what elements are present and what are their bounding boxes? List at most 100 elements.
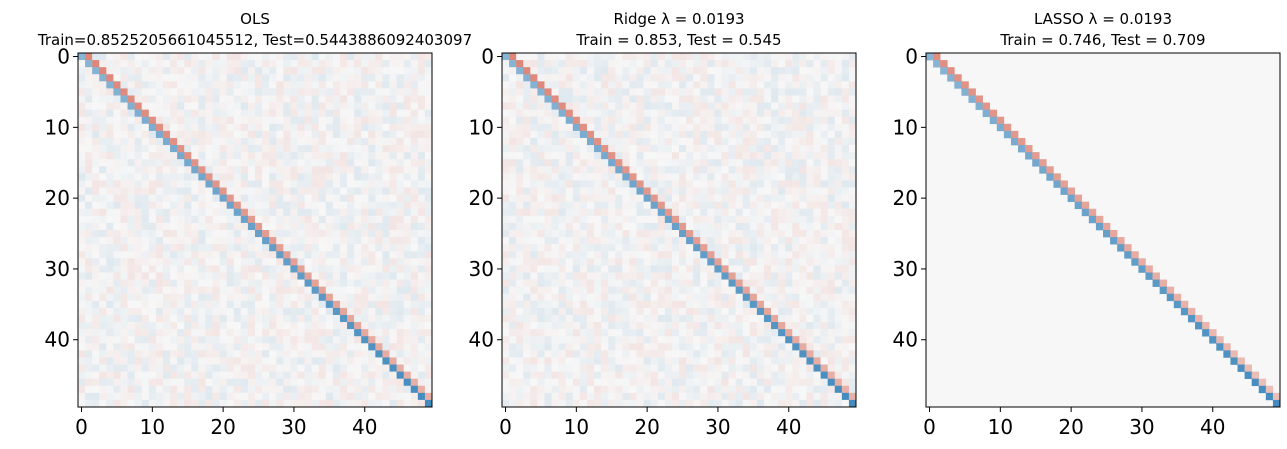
heatmap-cell (742, 307, 751, 316)
heatmap-cell (714, 187, 722, 195)
heatmap-cell (785, 279, 793, 287)
heatmap-cell (99, 166, 107, 174)
heatmap-cell (191, 272, 199, 280)
heatmap-cell (424, 187, 433, 195)
heatmap-cell (664, 137, 673, 146)
heatmap-cell (516, 258, 524, 266)
heatmap-cell (622, 258, 630, 266)
heatmap-cell (827, 123, 836, 132)
heatmap-cell (148, 322, 157, 330)
heatmap-cell (368, 67, 376, 75)
heatmap-cell (806, 194, 814, 202)
heatmap-cell (297, 180, 305, 188)
heatmap-cell (671, 130, 680, 139)
heatmap-cell (219, 343, 227, 351)
heatmap-cell (361, 159, 369, 167)
heatmap-cell (127, 230, 135, 238)
heatmap-cell (134, 74, 143, 82)
heatmap-cell (778, 378, 786, 387)
heatmap-cell (297, 201, 305, 210)
heatmap-cell (756, 166, 765, 174)
heatmap-cell (820, 137, 828, 146)
heatmap-cell (141, 272, 150, 280)
heatmap-cell (806, 392, 814, 401)
heatmap-cell (106, 230, 114, 238)
heatmap-cell (170, 137, 178, 146)
heatmap-cell (184, 230, 192, 238)
heatmap-cell (148, 81, 157, 89)
heatmap-cell (347, 251, 355, 259)
heatmap-cell (608, 109, 616, 118)
heatmap-cell (827, 152, 836, 160)
heatmap-cell (212, 258, 220, 266)
heatmap-cell (198, 166, 206, 174)
heatmap-cell (679, 244, 687, 252)
heatmap-cell (785, 145, 793, 153)
heatmap-cell (311, 258, 320, 266)
heatmap-cell (523, 60, 531, 68)
heatmap-cell (361, 222, 369, 231)
heatmap-cell (523, 159, 531, 167)
heatmap-cell (127, 329, 135, 337)
heatmap-cell (347, 314, 355, 323)
heatmap-cell (283, 152, 291, 160)
heatmap-cell (134, 392, 143, 401)
heatmap-cell (325, 215, 334, 224)
heatmap-cell (686, 81, 694, 89)
heatmap-cell (502, 130, 510, 139)
heatmap-cell (184, 314, 192, 323)
heatmap-cell (544, 137, 552, 146)
heatmap-cell (594, 399, 602, 408)
heatmap-cell (233, 392, 242, 401)
heatmap-cell (198, 109, 206, 118)
heatmap-cell (806, 222, 814, 231)
heatmap-cell (714, 60, 722, 68)
heatmap-cell (749, 300, 758, 309)
heatmap-cell (361, 314, 369, 323)
heatmap-cell (551, 137, 559, 146)
heatmap-cell (848, 378, 857, 387)
heatmap-cell (785, 392, 793, 401)
heatmap-cell (657, 343, 666, 351)
heatmap-cell (417, 322, 426, 330)
heatmap-cell (601, 130, 609, 139)
heatmap-cell (382, 102, 390, 110)
heatmap-cell (657, 300, 666, 309)
heatmap-cell (586, 159, 595, 167)
heatmap-cell (594, 392, 602, 401)
heatmap-cell (586, 279, 595, 287)
heatmap-cell (636, 350, 644, 358)
heatmap-cell (276, 109, 284, 118)
heatmap-cell (806, 187, 814, 195)
heatmap-cell (325, 392, 334, 401)
heatmap-cell (537, 230, 545, 238)
heatmap-cell (806, 371, 814, 379)
heatmap-cell (219, 371, 227, 379)
heatmap-cell (276, 357, 284, 365)
heatmap-cell (622, 180, 630, 188)
heatmap-cell (771, 350, 779, 358)
heatmap-cell (657, 152, 666, 160)
heatmap-cell (410, 152, 419, 160)
heatmap-cell (671, 385, 680, 394)
heatmap-cell (262, 74, 270, 82)
heatmap-cell (85, 279, 93, 287)
heatmap-cell (205, 95, 213, 103)
heatmap-cell (332, 357, 341, 365)
heatmap-cell (657, 378, 666, 387)
heatmap-cell (311, 251, 320, 259)
heatmap-cell (735, 286, 744, 295)
heatmap-cell (120, 187, 128, 195)
heatmap-cell (141, 265, 150, 273)
heatmap-cell (530, 208, 538, 217)
heatmap-cell (382, 364, 390, 372)
heatmap-cell (212, 208, 220, 217)
heatmap-cell (283, 60, 291, 68)
heatmap-cell (347, 159, 355, 167)
heatmap-cell (820, 364, 828, 372)
heatmap-cell (806, 67, 814, 75)
heatmap-cell (255, 166, 263, 174)
heatmap-cell (162, 109, 171, 118)
heatmap-cell (551, 67, 559, 75)
heatmap-cell (579, 357, 588, 365)
